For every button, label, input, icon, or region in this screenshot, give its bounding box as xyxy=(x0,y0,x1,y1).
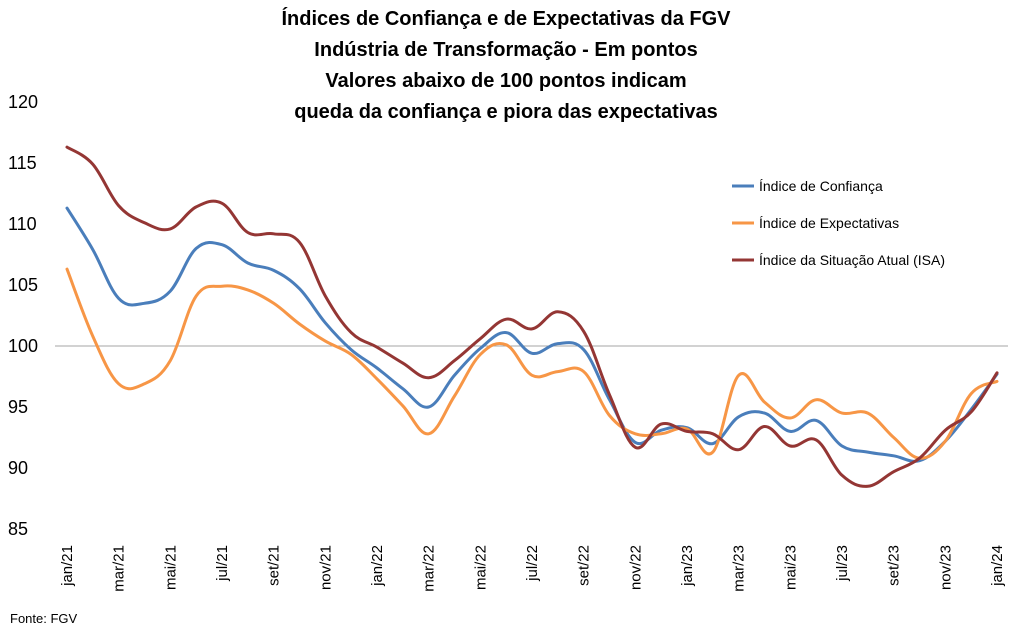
x-tick-label: set/21 xyxy=(266,545,283,586)
x-tick-label: jul/23 xyxy=(834,545,851,582)
chart-title-line-4: queda da confiança e piora das expectati… xyxy=(294,101,718,123)
y-tick-label: 100 xyxy=(8,336,38,356)
series-line-expectativas xyxy=(65,267,999,460)
x-tick-label: jan/24 xyxy=(989,545,1006,587)
x-tick-label: set/23 xyxy=(886,545,903,586)
x-tick-label: mai/21 xyxy=(162,545,179,590)
x-tick-label: jul/22 xyxy=(524,545,541,582)
x-tick-label: jan/23 xyxy=(679,545,696,587)
legend-label: Índice de Expectativas xyxy=(759,215,899,231)
x-tick-label: set/22 xyxy=(576,545,593,586)
x-tick-label: nov/21 xyxy=(317,545,334,590)
x-axis: jan/21 mar/21 mai/21 jul/21 set/21 nov/21 jan/… xyxy=(59,545,1006,592)
legend-item-confianca: Índice de Confiança xyxy=(732,178,883,194)
legend-item-isa: Índice da Situação Atual (ISA) xyxy=(732,252,945,268)
source-note: Fonte: FGV xyxy=(10,611,78,626)
x-tick-label: mar/23 xyxy=(731,545,748,592)
x-tick-label: jul/21 xyxy=(214,545,231,582)
chart-title: Índices de Confiança e de Expectativas d… xyxy=(0,4,1012,128)
chart-title-line-2: Indústria de Transformação - Em pontos xyxy=(314,39,698,61)
x-tick-label: mar/22 xyxy=(421,545,438,592)
legend-label: Índice de Confiança xyxy=(759,178,883,194)
x-tick-label: jan/21 xyxy=(59,545,76,587)
y-tick-label: 95 xyxy=(8,397,28,417)
y-tick-label: 105 xyxy=(8,275,38,295)
y-tick-label: 85 xyxy=(8,519,28,539)
legend: Índice de Confiança Índice de Expectativa… xyxy=(732,178,945,268)
x-tick-label: nov/22 xyxy=(627,545,644,590)
y-tick-label: 115 xyxy=(8,153,37,173)
x-tick-label: mai/22 xyxy=(472,545,489,590)
x-tick-label: mai/23 xyxy=(782,545,799,590)
x-tick-label: nov/23 xyxy=(937,545,954,590)
chart-title-line-3: Valores abaixo de 100 pontos indicam xyxy=(325,70,687,92)
y-tick-label: 90 xyxy=(8,458,28,478)
chart-title-line-1: Índices de Confiança e de Expectativas d… xyxy=(281,8,731,30)
y-tick-label: 110 xyxy=(8,214,37,234)
legend-label: Índice da Situação Atual (ISA) xyxy=(759,252,945,268)
legend-item-expectativas: Índice de Expectativas xyxy=(732,215,899,231)
series-line-confianca xyxy=(65,206,999,463)
series-line-isa xyxy=(65,145,999,488)
series-layer xyxy=(65,145,999,488)
y-axis: 85 90 95 100 105 110 115 120 xyxy=(8,92,38,539)
y-tick-label: 120 xyxy=(8,92,38,112)
x-tick-label: mar/21 xyxy=(111,545,128,592)
x-tick-label: jan/22 xyxy=(369,545,386,587)
